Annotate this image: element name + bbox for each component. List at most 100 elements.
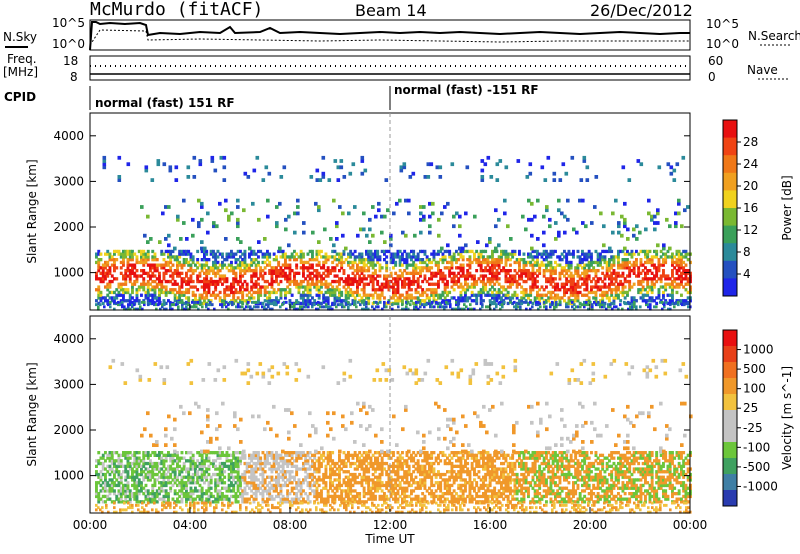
heatmap-cell <box>545 299 548 303</box>
heatmap-cell <box>171 459 175 463</box>
heatmap-cell <box>601 271 605 275</box>
heatmap-cell <box>290 470 294 474</box>
heatmap-cell <box>513 249 517 254</box>
heatmap-cell <box>342 271 346 275</box>
heatmap-cell <box>419 217 423 222</box>
heatmap-cell <box>142 282 146 286</box>
heatmap-cell <box>551 296 555 300</box>
heatmap-cell <box>218 467 222 471</box>
heatmap-cell <box>227 467 231 471</box>
heatmap-cell <box>567 299 571 303</box>
heatmap-cell <box>241 492 245 496</box>
heatmap-cell <box>284 475 287 479</box>
heatmap-cell <box>241 269 245 273</box>
heatmap-cell <box>275 279 278 284</box>
heatmap-cell <box>626 258 629 262</box>
heatmap-cell <box>360 296 364 300</box>
heatmap-cell <box>106 288 110 292</box>
heatmap-cell <box>142 258 146 262</box>
heatmap-cell <box>331 459 335 463</box>
heatmap-cell <box>245 467 249 471</box>
heatmap-cell <box>277 461 281 466</box>
heatmap-cell <box>205 296 209 300</box>
heatmap-cell <box>358 274 362 278</box>
heatmap-cell <box>299 296 303 300</box>
heatmap-cell <box>176 269 179 273</box>
heatmap-cell <box>529 277 533 281</box>
heatmap-cell <box>248 266 251 270</box>
heatmap-cell <box>104 489 107 493</box>
heatmap-cell <box>645 300 648 304</box>
heatmap-cell <box>608 258 611 262</box>
heatmap-cell <box>578 277 582 281</box>
heatmap-cell <box>306 299 310 303</box>
heatmap-cell <box>378 274 382 278</box>
heatmap-cell <box>497 271 501 275</box>
heatmap-cell <box>97 305 100 309</box>
heatmap-cell <box>178 481 182 485</box>
heatmap-cell <box>167 451 170 455</box>
heatmap-cell <box>236 467 240 471</box>
heatmap-cell <box>324 274 328 278</box>
heatmap-cell <box>599 277 602 281</box>
heatmap-cell <box>579 305 582 309</box>
heatmap-cell <box>155 461 159 466</box>
heatmap-cell <box>175 303 178 307</box>
heatmap-cell <box>205 459 209 463</box>
heatmap-cell <box>470 299 474 303</box>
heatmap-cell <box>250 459 254 463</box>
heatmap-cell <box>529 271 533 275</box>
heatmap-cell <box>223 288 227 292</box>
heatmap-cell <box>356 285 359 289</box>
heatmap-cell <box>408 175 413 179</box>
heatmap-cell <box>538 252 542 256</box>
heatmap-cell <box>198 274 202 278</box>
heatmap-cell <box>450 277 454 281</box>
heatmap-cell <box>324 260 328 265</box>
heatmap-cell <box>583 266 587 270</box>
heatmap-cell <box>429 305 432 309</box>
heatmap-cell <box>583 300 586 304</box>
heatmap-cell <box>115 288 119 292</box>
heatmap-cell <box>594 285 598 289</box>
heatmap-cell <box>99 470 103 474</box>
heatmap-cell <box>428 277 431 281</box>
heatmap-cell <box>275 451 278 455</box>
heatmap-cell <box>127 307 130 311</box>
heatmap-cell <box>216 492 220 496</box>
heatmap-cell <box>212 279 215 284</box>
heatmap-cell <box>261 478 265 482</box>
heatmap-cell <box>257 293 260 297</box>
heatmap-cell <box>234 500 238 504</box>
heatmap-cell <box>293 249 296 254</box>
heatmap-cell <box>516 159 521 163</box>
heatmap-cell <box>250 475 254 479</box>
heatmap-cell <box>162 162 167 167</box>
heatmap-cell <box>603 249 607 254</box>
heatmap-cell <box>234 258 238 262</box>
heatmap-cell <box>191 285 195 289</box>
heatmap-cell <box>632 269 636 273</box>
heatmap-cell <box>612 260 616 265</box>
heatmap-cell <box>308 467 312 471</box>
heatmap-cell <box>115 494 119 499</box>
heatmap-cell <box>457 305 460 309</box>
heatmap-cell <box>631 307 634 311</box>
heatmap-cell <box>169 489 173 493</box>
heatmap-cell <box>257 263 260 267</box>
heatmap-cell <box>224 208 228 213</box>
heatmap-cell <box>151 475 155 479</box>
heatmap-cell <box>566 217 570 222</box>
heatmap-cell <box>196 274 200 278</box>
heatmap-cell <box>589 300 592 304</box>
heatmap-cell <box>421 293 425 297</box>
heatmap-cell <box>218 481 222 485</box>
heatmap-cell <box>263 470 267 474</box>
heatmap-cell <box>214 296 218 300</box>
heatmap-cell <box>212 282 215 286</box>
heatmap-cell <box>167 464 170 468</box>
heatmap-cell <box>173 293 177 297</box>
heatmap-cell <box>126 453 130 457</box>
heatmap-cell <box>362 299 366 303</box>
heatmap-cell <box>659 299 663 303</box>
